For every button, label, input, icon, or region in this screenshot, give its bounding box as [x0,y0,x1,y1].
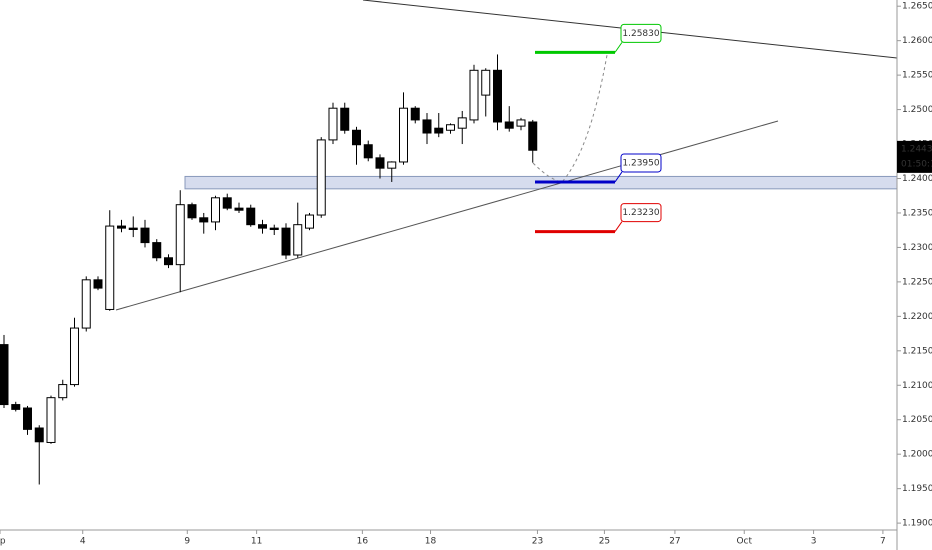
candle-body [116,225,126,229]
candle-body [316,139,326,216]
y-tick-label: 1.19500 [902,484,932,494]
y-tick-label: 1.25000 [902,105,932,115]
x-tick-label: 11 [251,537,262,547]
candle-body [81,279,91,329]
candle-body [422,119,432,134]
candle-body [434,127,444,134]
level-label: 1.23230 [622,208,659,218]
y-tick-label: 1.26000 [902,36,932,46]
candle-body [445,124,455,131]
x-tick-label: ep [0,537,6,547]
candle-body [481,69,491,96]
level-label: 1.23950 [622,158,659,168]
candle-body [69,327,79,386]
x-tick-label: 9 [184,537,190,547]
y-tick-label: 1.21000 [902,381,932,391]
y-tick-label: 1.23000 [902,243,932,253]
x-tick-label: 27 [669,537,680,547]
candle-body [304,214,314,229]
x-tick-label: 7 [880,537,886,547]
candle-body [22,407,32,430]
candle-body [0,344,9,406]
y-tick-label: 1.23500 [902,208,932,218]
y-tick-label: 1.20500 [902,415,932,425]
candle-body [175,204,185,266]
last-price-box [897,140,932,173]
candle-body [246,207,256,226]
candle-body [234,207,244,211]
x-tick-label: 25 [599,537,610,547]
level-label-box [620,203,662,223]
candle-body [269,227,279,231]
support-trendline [115,120,779,311]
y-tick-label: 1.24000 [902,174,932,184]
candle-body [105,225,115,310]
level-label: 1.25830 [622,29,659,39]
candle-body [281,227,291,256]
y-tick-label: 1.26500 [902,2,932,12]
candle-body [140,227,150,244]
candle-body [152,242,162,259]
candle-body [457,117,467,129]
candle-body [492,69,502,123]
candle-body [58,384,68,399]
label-connector [614,171,623,183]
y-tick-label: 1.20000 [902,450,932,460]
candle-body [516,119,526,127]
projection-path [532,54,608,183]
level-label-box [620,153,662,173]
candle-body [387,161,397,169]
candle-body [351,129,361,146]
x-tick-label: 3 [811,537,817,547]
countdown: 01:50:11 [901,159,932,169]
y-tick-label: 1.22000 [902,312,932,322]
candle-body [128,227,138,231]
candle-body [46,397,56,443]
candle-body [410,107,420,121]
candle-body [469,69,479,121]
x-tick-label: 23 [532,537,543,547]
candle-body [293,224,303,256]
y-tick-label: 1.19000 [902,519,932,529]
candle-body [328,107,338,141]
candle-body [210,197,220,223]
candle-body [257,224,267,229]
candle-body [504,121,514,129]
candle-body [340,107,350,131]
x-tick-label: Oct [736,537,752,547]
y-tick-label: 1.21500 [902,346,932,356]
candle-body [199,217,209,223]
candle-body [163,257,173,266]
y-tick-label: 1.22500 [902,277,932,287]
candle-body [93,279,103,289]
x-tick-label: 18 [425,537,437,547]
x-tick-label: 4 [80,537,86,547]
candle-body [187,204,197,219]
candle-body [222,197,232,209]
candle-body [363,144,373,159]
candle-body [11,404,21,410]
candle-body [398,107,408,163]
candle-body [375,157,385,169]
candle-body [34,427,44,443]
level-label-box [620,23,662,43]
label-connector [614,42,623,53]
label-connector [614,221,623,232]
x-tick-label: 16 [357,537,369,547]
candle-body [528,121,538,151]
y-tick-label: 1.25500 [902,71,932,81]
